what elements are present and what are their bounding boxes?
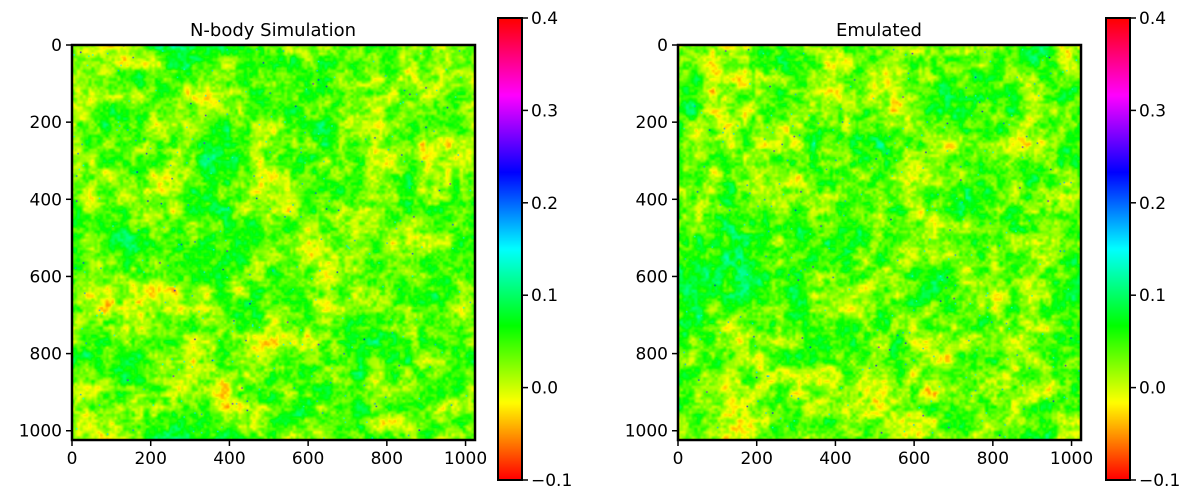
y-axis: 0 200 400 600 800 1000 bbox=[625, 36, 678, 442]
x-tick-label: 600 bbox=[898, 449, 930, 469]
panel-title: N-body Simulation bbox=[190, 20, 356, 41]
colorbar-tick-label: 0.4 bbox=[1139, 9, 1166, 29]
colorbar-tick-label: 0.3 bbox=[1139, 101, 1166, 121]
y-tick-label: 200 bbox=[30, 113, 62, 133]
x-tick-label: 800 bbox=[977, 449, 1009, 469]
colorbar-gradient bbox=[1106, 18, 1130, 480]
colorbar-tick-label: 0.1 bbox=[531, 286, 558, 306]
colorbar-tick-label: 0.1 bbox=[1139, 286, 1166, 306]
colorbar-tick-label: 0.4 bbox=[531, 9, 558, 29]
y-tick-label: 0 bbox=[51, 36, 62, 56]
x-axis: 0 200 400 600 800 1000 bbox=[673, 440, 1093, 469]
colorbar-tick-label: −0.1 bbox=[1139, 471, 1180, 491]
x-axis: 0 200 400 600 800 1000 bbox=[67, 440, 487, 469]
colorbar-tick-label: 0.3 bbox=[531, 101, 558, 121]
heatmap-area bbox=[70, 43, 477, 442]
colorbar: −0.1 0.0 0.1 0.2 0.3 0.4 bbox=[1105, 9, 1180, 491]
heatmap-image bbox=[72, 45, 475, 440]
x-tick-label: 800 bbox=[371, 449, 403, 469]
panel-nbody: N-body Simulation 0 200 400 600 800 1000 0 200… bbox=[19, 9, 573, 491]
heatmap-image bbox=[678, 45, 1081, 440]
colorbar: −0.1 0.0 0.1 0.2 0.3 0.4 bbox=[497, 9, 572, 491]
x-tick-label: 1000 bbox=[444, 449, 487, 469]
x-tick-label: 0 bbox=[673, 449, 684, 469]
panel-emulated: Emulated 0 200 400 600 800 1000 0 200 400 600 800… bbox=[625, 9, 1181, 491]
x-tick-label: 600 bbox=[292, 449, 324, 469]
x-tick-label: 0 bbox=[67, 449, 78, 469]
colorbar-frame bbox=[497, 17, 523, 481]
y-tick-label: 400 bbox=[636, 190, 668, 210]
colorbar-tick-label: −0.1 bbox=[531, 471, 572, 491]
colorbar-frame bbox=[1105, 17, 1131, 481]
colorbar-ticks: −0.1 0.0 0.1 0.2 0.3 0.4 bbox=[1130, 9, 1180, 491]
y-tick-label: 600 bbox=[636, 267, 668, 287]
y-tick-label: 800 bbox=[30, 345, 62, 365]
colorbar-tick-label: 0.2 bbox=[1139, 194, 1166, 214]
plot-frame bbox=[676, 43, 1083, 442]
x-tick-label: 400 bbox=[819, 449, 851, 469]
y-tick-label: 800 bbox=[636, 345, 668, 365]
colorbar-ticks: −0.1 0.0 0.1 0.2 0.3 0.4 bbox=[522, 9, 572, 491]
y-tick-label: 0 bbox=[657, 36, 668, 56]
y-tick-label: 1000 bbox=[625, 422, 668, 442]
y-tick-label: 400 bbox=[30, 190, 62, 210]
y-tick-label: 600 bbox=[30, 267, 62, 287]
colorbar-tick-label: 0.2 bbox=[531, 194, 558, 214]
plot-frame bbox=[70, 43, 477, 442]
colorbar-gradient bbox=[498, 18, 522, 480]
x-tick-label: 1000 bbox=[1050, 449, 1093, 469]
heatmap-area bbox=[676, 43, 1083, 442]
x-tick-label: 400 bbox=[213, 449, 245, 469]
y-axis: 0 200 400 600 800 1000 bbox=[19, 36, 72, 442]
colorbar-tick-label: 0.0 bbox=[531, 379, 558, 399]
y-tick-label: 1000 bbox=[19, 422, 62, 442]
colorbar-tick-label: 0.0 bbox=[1139, 379, 1166, 399]
x-tick-label: 200 bbox=[134, 449, 166, 469]
x-tick-label: 200 bbox=[740, 449, 772, 469]
y-tick-label: 200 bbox=[636, 113, 668, 133]
panel-title: Emulated bbox=[836, 20, 922, 41]
